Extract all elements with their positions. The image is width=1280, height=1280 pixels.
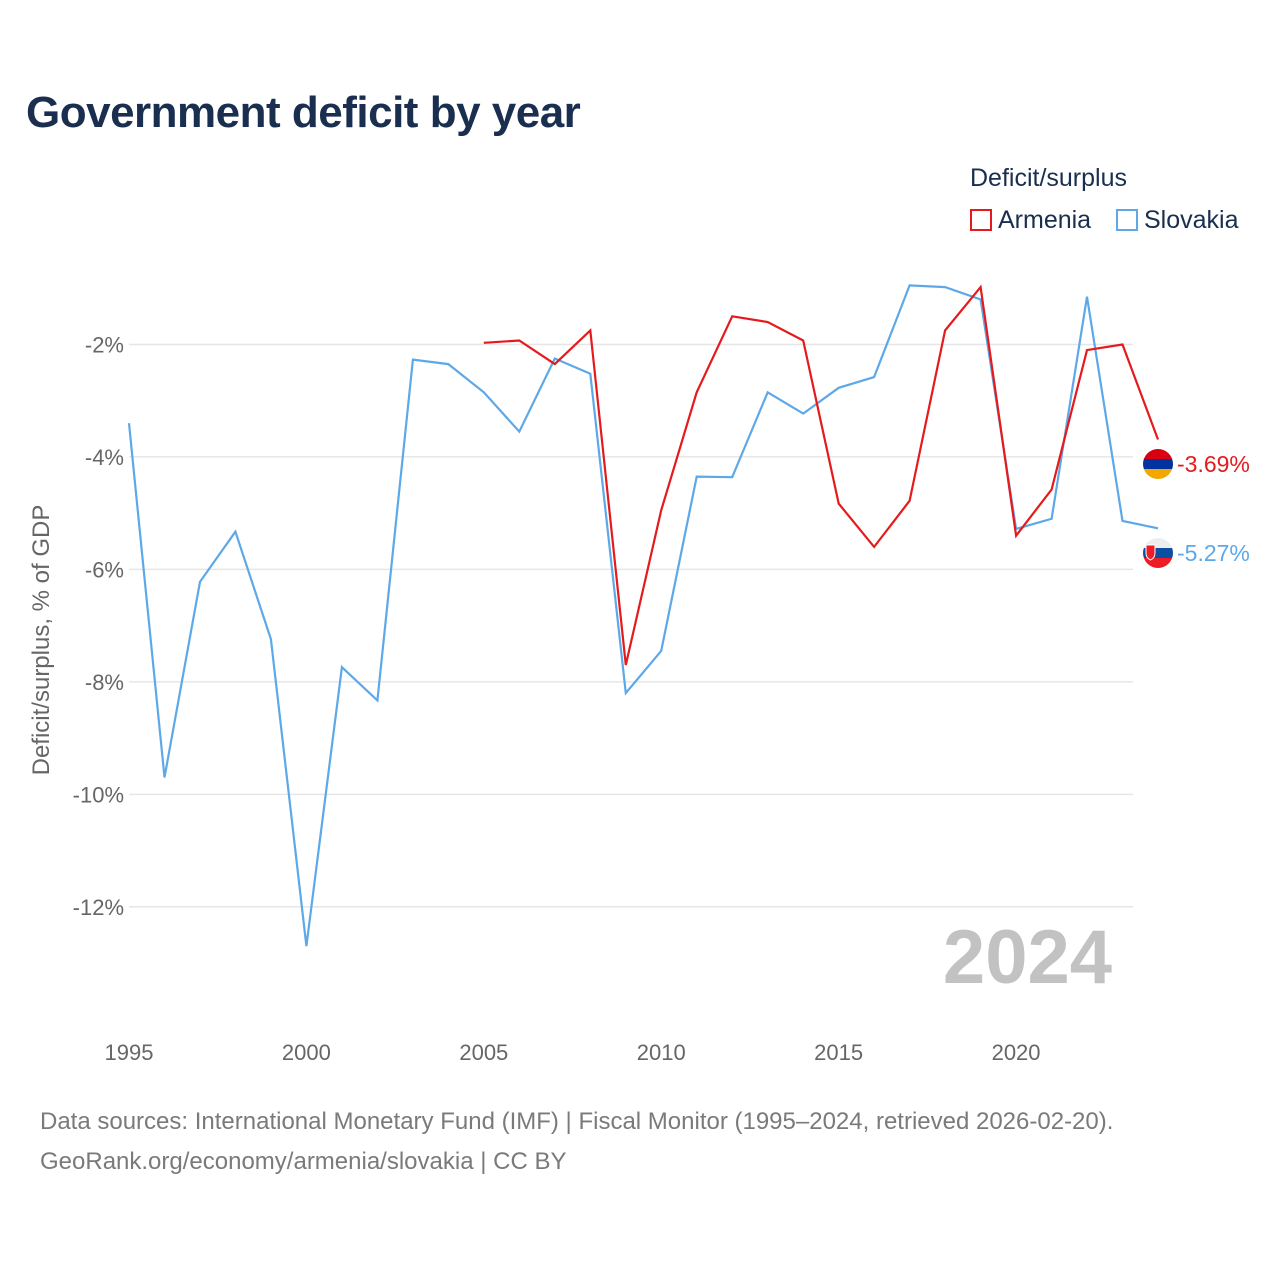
y-tick-label: -12%: [73, 895, 124, 920]
x-tick-label: 2015: [814, 1040, 863, 1065]
x-tick-label: 2005: [459, 1040, 508, 1065]
chart-title: Government deficit by year: [26, 88, 581, 137]
y-tick-label: -8%: [85, 670, 124, 695]
legend-swatch-armenia: [970, 209, 992, 231]
legend-item-slovakia[interactable]: Slovakia: [1116, 206, 1239, 234]
y-tick-label: -4%: [85, 445, 124, 470]
x-tick-label: 1995: [105, 1040, 154, 1065]
legend-label-slovakia: Slovakia: [1144, 205, 1239, 234]
x-tick-label: 2020: [992, 1040, 1041, 1065]
legend-swatch-slovakia: [1116, 209, 1138, 231]
footer-sources: Data sources: International Monetary Fun…: [40, 1108, 1114, 1135]
footer-url: GeoRank.org/economy/armenia/slovakia | C…: [40, 1148, 567, 1175]
y-tick-label: -6%: [85, 557, 124, 582]
series-line-armenia: [483, 284, 1160, 666]
y-tick-label: -10%: [73, 782, 124, 807]
x-tick-label: 2010: [637, 1040, 686, 1065]
series-line-slovakia: [127, 284, 1159, 947]
y-tick-label: -2%: [85, 332, 124, 357]
end-label-slovakia: -5.27%: [1177, 540, 1250, 566]
slovakia-flag-icon: [1143, 538, 1173, 568]
legend-item-armenia[interactable]: Armenia: [970, 206, 1091, 234]
armenia-flag-icon: [1143, 449, 1173, 479]
x-tick-label: 2000: [282, 1040, 331, 1065]
legend-label-armenia: Armenia: [998, 205, 1092, 234]
legend-title: Deficit/surplus: [970, 164, 1127, 192]
end-label-armenia: -3.69%: [1177, 451, 1250, 477]
year-watermark: 2024: [943, 915, 1112, 1000]
